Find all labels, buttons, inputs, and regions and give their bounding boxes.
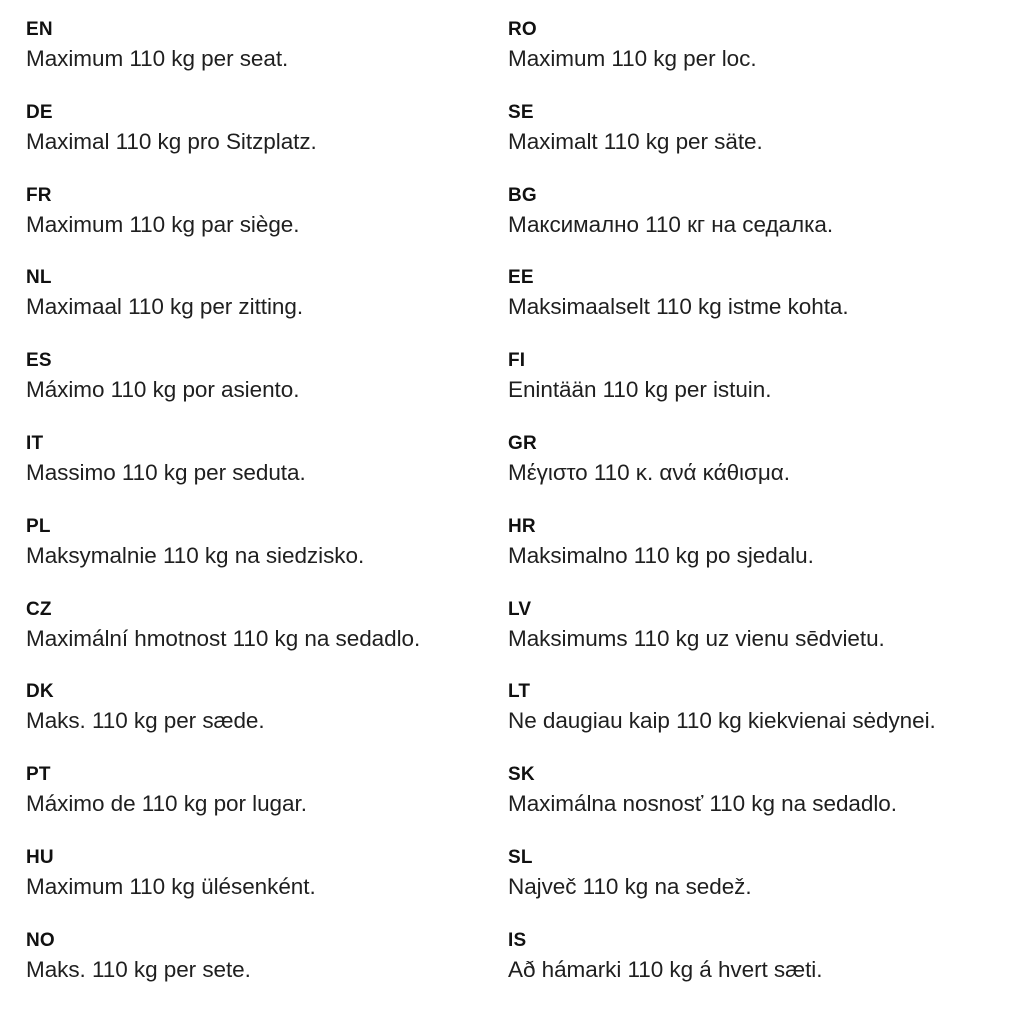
language-code-lv: LV	[508, 598, 532, 620]
language-entry: SL Največ 110 kg na sedež.	[508, 846, 1024, 929]
language-text-pt: Máximo de 110 kg por lugar.	[26, 791, 307, 817]
language-entry: IT Massimo 110 kg per seduta.	[26, 432, 491, 515]
language-entry: PL Maksymalnie 110 kg na siedzisko.	[26, 515, 491, 598]
language-text-pl: Maksymalnie 110 kg na siedzisko.	[26, 542, 365, 568]
language-entry: IS Að hámarki 110 kg á hvert sæti.	[508, 929, 1024, 1012]
language-entry: SE Maximalt 110 kg per säte.	[508, 101, 1024, 184]
language-code-is: IS	[508, 929, 527, 951]
language-code-it: IT	[26, 432, 44, 454]
language-text-ro: Maximum 110 kg per loc.	[508, 46, 757, 71]
language-text-fr: Maximum 110 kg par siège.	[26, 211, 300, 237]
language-code-nl: NL	[26, 267, 52, 289]
language-code-sk: SK	[508, 764, 535, 786]
language-entry: PT Máximo de 110 kg por lugar.	[26, 763, 491, 846]
language-code-fr: FR	[26, 184, 52, 206]
language-code-cz: CZ	[26, 598, 52, 620]
language-text-dk: Maks. 110 kg per sæde.	[26, 708, 265, 734]
language-entry: NL Maximaal 110 kg per zitting.	[26, 266, 491, 349]
language-text-de: Maximal 110 kg pro Sitzplatz.	[26, 128, 317, 154]
language-text-fi: Enintään 110 kg per istuin.	[508, 377, 772, 403]
language-code-ro: RO	[508, 19, 537, 40]
language-entry: BG Максимално 110 кг на седалка.	[508, 184, 1024, 267]
language-entry: HR Maksimalno 110 kg po sjedalu.	[508, 515, 1024, 598]
language-entry: EN Maximum 110 kg per seat.	[26, 18, 491, 101]
language-code-se: SE	[508, 101, 534, 123]
language-code-lt: LT	[508, 681, 531, 703]
language-entry: RO Maximum 110 kg per loc.	[508, 18, 1024, 101]
language-entry: FI Enintään 110 kg per istuin.	[508, 349, 1024, 432]
language-text-sl: Največ 110 kg na sedež.	[508, 873, 752, 899]
language-text-bg: Максимално 110 кг на седалка.	[508, 211, 834, 237]
language-entry: HU Maximum 110 kg ülésenként.	[26, 846, 491, 929]
language-code-gr: GR	[508, 432, 537, 454]
language-text-es: Máximo 110 kg por asiento.	[26, 377, 300, 403]
language-text-cz: Maximální hmotnost 110 kg na sedadlo.	[26, 625, 421, 651]
language-text-hr: Maksimalno 110 kg po sjedalu.	[508, 542, 814, 568]
language-entry: DK Maks. 110 kg per sæde.	[26, 680, 491, 763]
language-code-hr: HR	[508, 515, 536, 537]
language-column-right: RO Maximum 110 kg per loc. SE Maximalt 110 …	[491, 18, 1024, 1012]
language-code-bg: BG	[508, 184, 537, 206]
language-text-no: Maks. 110 kg per sete.	[26, 956, 251, 982]
language-code-dk: DK	[26, 681, 54, 703]
language-code-pt: PT	[26, 764, 51, 786]
language-entry: LV Maksimums 110 kg uz vienu sēdvietu.	[508, 598, 1024, 681]
language-entry: ES Máximo 110 kg por asiento.	[26, 349, 491, 432]
language-text-se: Maximalt 110 kg per säte.	[508, 128, 763, 154]
language-code-en: EN	[26, 19, 53, 40]
language-code-es: ES	[26, 350, 52, 372]
language-text-nl: Maximaal 110 kg per zitting.	[26, 294, 304, 320]
language-entry: LT Ne daugiau kaip 110 kg kiekvienai sėdy…	[508, 680, 1024, 763]
language-text-ee: Maksimaalselt 110 kg istme kohta.	[508, 294, 849, 320]
language-text-it: Massimo 110 kg per seduta.	[26, 459, 306, 485]
language-text-is: Að hámarki 110 kg á hvert sæti.	[508, 956, 823, 982]
language-entry: FR Maximum 110 kg par siège.	[26, 184, 491, 267]
language-entry: NO Maks. 110 kg per sete.	[26, 929, 491, 1012]
language-entry: GR Μέγιστο 110 κ. ανά κάθισμα.	[508, 432, 1024, 515]
language-entry: SK Maximálna nosnosť 110 kg na sedadlo.	[508, 763, 1024, 846]
language-text-hu: Maximum 110 kg ülésenként.	[26, 873, 316, 899]
language-code-fi: FI	[508, 350, 526, 372]
language-entry: DE Maximal 110 kg pro Sitzplatz.	[26, 101, 491, 184]
language-entry: EE Maksimaalselt 110 kg istme kohta.	[508, 266, 1024, 349]
language-code-sl: SL	[508, 846, 533, 868]
notice-columns: EN Maximum 110 kg per seat. DE Maximal 110 …	[0, 18, 1024, 1012]
language-code-pl: PL	[26, 515, 51, 537]
language-code-hu: HU	[26, 846, 54, 868]
language-text-gr: Μέγιστο 110 κ. ανά κάθισμα.	[508, 459, 790, 485]
language-code-de: DE	[26, 101, 53, 123]
language-code-no: NO	[26, 929, 55, 951]
language-column-left: EN Maximum 110 kg per seat. DE Maximal 110 …	[0, 18, 491, 1012]
language-code-ee: EE	[508, 267, 534, 289]
language-text-lt: Ne daugiau kaip 110 kg kiekvienai sėdyne…	[508, 708, 936, 734]
language-entry: CZ Maximální hmotnost 110 kg na sedadlo.	[26, 598, 491, 681]
language-text-lv: Maksimums 110 kg uz vienu sēdvietu.	[508, 625, 885, 651]
language-text-en: Maximum 110 kg per seat.	[26, 46, 289, 71]
language-text-sk: Maximálna nosnosť 110 kg na sedadlo.	[508, 791, 897, 817]
